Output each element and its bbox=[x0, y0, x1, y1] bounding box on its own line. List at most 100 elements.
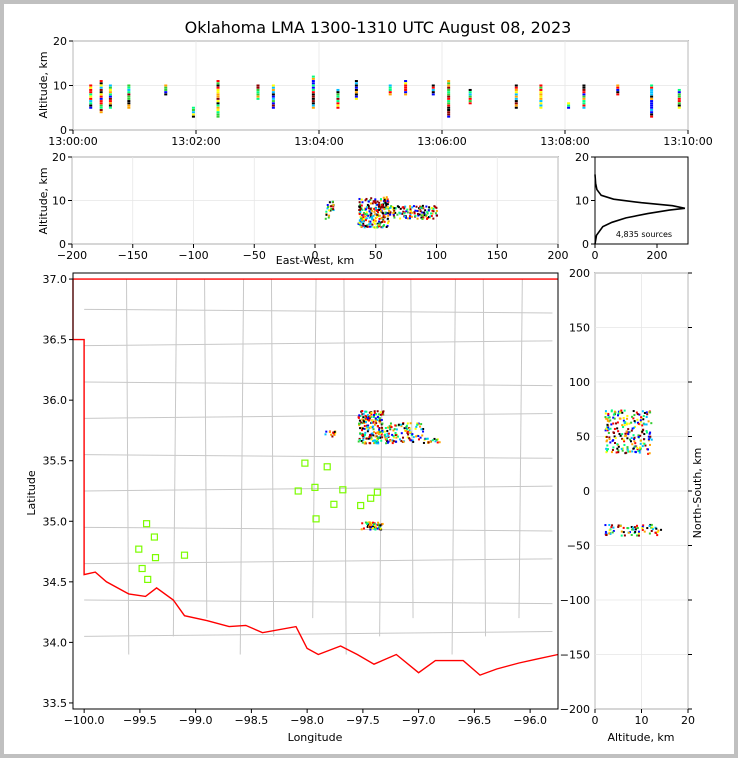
plan-source bbox=[383, 433, 386, 436]
ns-source bbox=[637, 435, 640, 438]
time-height-source bbox=[256, 91, 260, 94]
plan-source bbox=[378, 436, 381, 439]
ns-source bbox=[650, 422, 653, 425]
time-height-source bbox=[108, 104, 112, 107]
time-height-source bbox=[582, 95, 586, 98]
ew-source bbox=[426, 212, 429, 215]
plan-source bbox=[387, 440, 390, 443]
ew-source bbox=[435, 209, 438, 212]
time-height-source bbox=[514, 97, 518, 100]
ns-source bbox=[631, 427, 634, 430]
time-height-source bbox=[336, 102, 340, 105]
ns-source bbox=[620, 530, 623, 533]
plan-source bbox=[393, 428, 396, 431]
ew-source bbox=[378, 201, 381, 204]
ew-source bbox=[381, 226, 384, 229]
ew-source bbox=[382, 214, 385, 217]
plan-source bbox=[427, 441, 430, 444]
ew-source bbox=[408, 215, 411, 218]
time-height-xtick-label: 13:00:00 bbox=[48, 135, 97, 148]
ns-source bbox=[626, 414, 629, 417]
ew-source bbox=[387, 221, 390, 224]
plan-source bbox=[372, 425, 375, 428]
ew-source bbox=[420, 214, 423, 217]
ns-source bbox=[635, 411, 638, 414]
ew-source bbox=[381, 220, 384, 223]
ew-source bbox=[432, 210, 435, 213]
plan-source bbox=[406, 436, 409, 439]
time-height-source bbox=[650, 115, 654, 118]
ew-source bbox=[330, 208, 333, 211]
ns-source bbox=[608, 420, 611, 423]
ew-source bbox=[409, 208, 412, 211]
ns-source bbox=[610, 423, 613, 426]
time-height-panel: 13:00:00 13:02:00 13:04:00 13:06:00 13:08:00… bbox=[37, 35, 713, 148]
time-height-source bbox=[127, 86, 131, 89]
plan-source bbox=[361, 422, 364, 425]
plan-source bbox=[358, 438, 361, 441]
ns-source bbox=[639, 439, 642, 442]
county-line bbox=[84, 454, 553, 459]
ew-source bbox=[363, 226, 366, 229]
histogram-ytick-label: 0 bbox=[582, 238, 589, 251]
ew-source bbox=[385, 204, 388, 207]
ew-source bbox=[366, 224, 369, 227]
ns-source bbox=[645, 411, 648, 414]
ew-source bbox=[413, 211, 416, 214]
time-height-source bbox=[582, 106, 586, 109]
time-height-source bbox=[447, 86, 451, 89]
ns-source bbox=[616, 421, 619, 424]
plan-source bbox=[374, 418, 377, 421]
ns-source bbox=[650, 526, 653, 529]
ns-source bbox=[632, 447, 635, 450]
time-height-source bbox=[191, 111, 195, 114]
plan-source bbox=[360, 426, 363, 429]
ew-source bbox=[326, 207, 329, 210]
plan-source bbox=[374, 420, 377, 423]
ew-source bbox=[403, 212, 406, 215]
ew-source bbox=[362, 213, 365, 216]
ew-source bbox=[365, 217, 368, 220]
plan-source bbox=[358, 414, 361, 417]
time-height-source bbox=[271, 95, 275, 98]
plan-source bbox=[424, 437, 427, 440]
ew-source bbox=[376, 214, 379, 217]
plan-xtick-label: −98.0 bbox=[290, 714, 324, 727]
ew-source bbox=[372, 219, 375, 222]
time-height-source bbox=[99, 97, 103, 100]
ew-ylabel: Altitude, km bbox=[37, 167, 50, 234]
time-height-source bbox=[89, 88, 93, 91]
time-height-source bbox=[650, 91, 654, 94]
ew-source bbox=[421, 211, 424, 214]
ns-source bbox=[641, 445, 644, 448]
time-height-source bbox=[89, 104, 93, 107]
time-height-source bbox=[514, 84, 518, 87]
time-height-source bbox=[336, 95, 340, 98]
plan-source bbox=[422, 430, 425, 433]
time-height-source bbox=[271, 93, 275, 96]
ew-source bbox=[416, 209, 419, 212]
time-height-source bbox=[650, 88, 654, 91]
plan-source bbox=[378, 419, 381, 422]
ns-source bbox=[641, 525, 644, 528]
time-height-source bbox=[447, 80, 451, 83]
ew-source bbox=[371, 202, 374, 205]
time-height-source bbox=[99, 88, 103, 91]
time-height-source bbox=[216, 80, 220, 83]
ns-source bbox=[626, 446, 629, 449]
time-height-ylabel: Altitude, km bbox=[37, 51, 50, 118]
ns-source bbox=[630, 437, 633, 440]
time-height-source bbox=[127, 97, 131, 100]
ns-source bbox=[633, 440, 636, 443]
plan-source bbox=[378, 526, 381, 529]
ns-source bbox=[626, 437, 629, 440]
plan-source bbox=[367, 437, 370, 440]
plan-source bbox=[405, 425, 408, 428]
ew-source bbox=[359, 210, 362, 213]
ns-ytick-label: 200 bbox=[569, 267, 590, 280]
ew-source bbox=[364, 219, 367, 222]
time-height-source bbox=[108, 97, 112, 100]
ns-source bbox=[639, 434, 642, 437]
ew-source bbox=[391, 206, 394, 209]
time-height-source bbox=[616, 93, 620, 96]
